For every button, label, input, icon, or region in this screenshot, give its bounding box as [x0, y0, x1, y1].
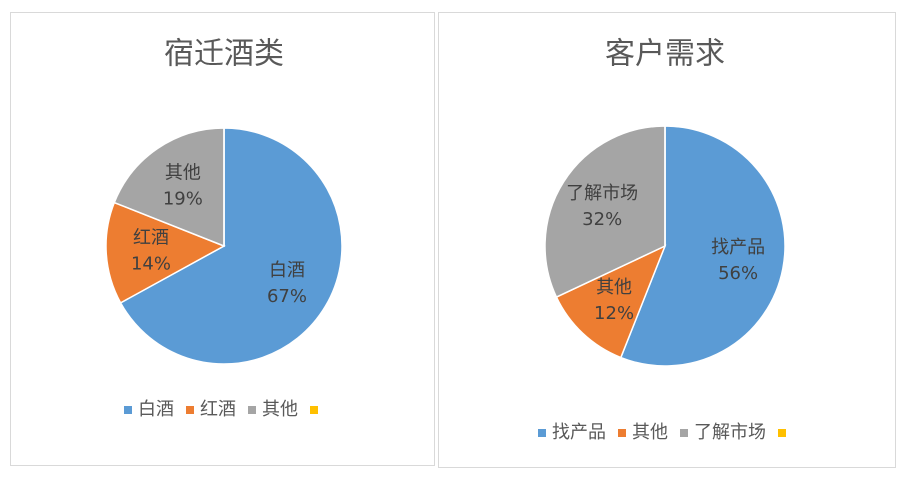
legend-swatch — [124, 406, 132, 414]
slice-value-label: 32% — [582, 209, 622, 230]
slice-category: 白酒 — [269, 260, 305, 281]
slice-value-label: 12% — [594, 303, 634, 324]
pie-slice — [544, 125, 666, 299]
slice-category: 其他 — [596, 277, 632, 298]
pie-slice — [119, 127, 343, 365]
legend-swatch — [186, 406, 194, 414]
legend-swatch — [538, 429, 546, 437]
slice-value-label: 56% — [718, 263, 758, 284]
slice-value-label: 19% — [163, 188, 203, 209]
pie-slice — [555, 244, 667, 359]
legend-label: 白酒 — [138, 399, 174, 420]
legend-label: 找产品 — [552, 422, 606, 443]
legend-swatch — [778, 429, 786, 437]
chart-title: 宿迁酒类 — [164, 37, 284, 72]
chart-title: 客户需求 — [605, 37, 725, 72]
legend-label: 其他 — [632, 422, 668, 443]
slice-category: 找产品 — [711, 237, 765, 258]
legend-label: 了解市场 — [694, 422, 766, 443]
legend-label: 其他 — [262, 399, 298, 420]
slice-category: 了解市场 — [566, 183, 638, 204]
pie-slice — [105, 201, 226, 304]
legend-label: 红酒 — [200, 399, 236, 420]
pie-slice — [619, 125, 786, 367]
legend-swatch — [618, 429, 626, 437]
legend-swatch — [248, 406, 256, 414]
slice-value-label: 14% — [131, 254, 171, 275]
pie-slice — [113, 127, 225, 248]
legend-swatch — [680, 429, 688, 437]
slice-category: 其他 — [165, 162, 201, 183]
slice-value-label: 67% — [267, 286, 307, 307]
slice-category: 红酒 — [133, 228, 169, 249]
legend-swatch — [310, 406, 318, 414]
